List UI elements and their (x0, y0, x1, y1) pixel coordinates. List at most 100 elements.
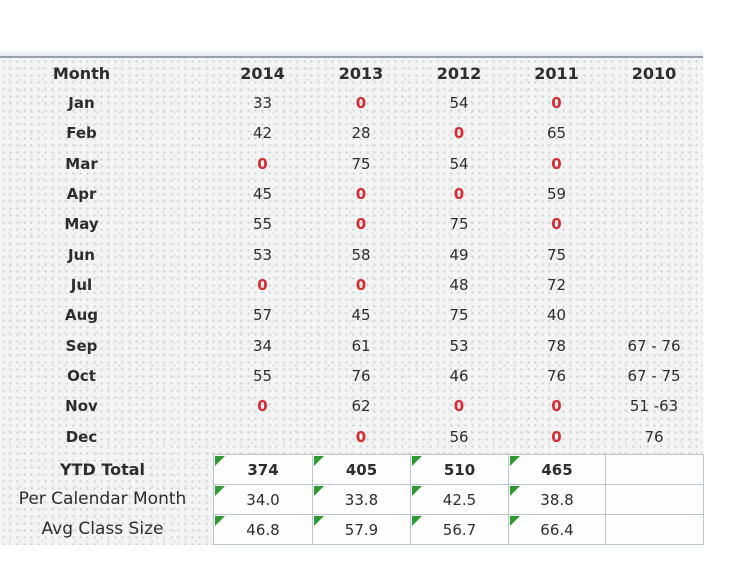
data-cell-jul-2014[interactable]: 0 (257, 276, 268, 295)
data-cell-jul-2010[interactable] (605, 270, 703, 300)
data-cell-jun-2013[interactable]: 58 (351, 245, 371, 264)
data-cell-may-2014[interactable]: 55 (252, 215, 273, 234)
row-label-jun[interactable]: Jun (68, 245, 95, 264)
row-label-jul[interactable]: Jul (70, 276, 93, 295)
data-cell-mar-2012[interactable]: 54 (449, 154, 469, 173)
summary-label-avg-class-size: Avg Class Size (41, 519, 164, 539)
row-label-oct[interactable]: Oct (67, 367, 96, 386)
data-cell-may-2013[interactable]: 0 (355, 215, 367, 234)
summary-cell-ytd-2013[interactable]: 405 (312, 454, 410, 484)
data-cell-mar-2013[interactable]: 75 (351, 154, 371, 173)
data-cell-sep-2011[interactable]: 78 (546, 336, 567, 355)
data-cell-dec-2012[interactable]: 56 (449, 427, 469, 446)
data-cell-jan-2012[interactable]: 54 (449, 94, 469, 113)
data-cell-oct-2012[interactable]: 46 (449, 367, 469, 386)
data-cell-nov-2014[interactable]: 0 (257, 397, 268, 416)
summary-cell-acs-2012[interactable]: 56.7 (410, 514, 508, 544)
data-cell-jun-2012[interactable]: 49 (449, 245, 469, 264)
row-label-jan[interactable]: Jan (68, 94, 95, 113)
data-cell-mar-2014[interactable]: 0 (257, 154, 268, 173)
summary-cell-ytd-2011[interactable]: 465 (508, 454, 605, 484)
data-cell-apr-2013[interactable]: 0 (355, 185, 367, 204)
summary-cell-ytd-2012[interactable]: 510 (410, 454, 508, 484)
summary-cell-pcm-2014[interactable]: 34.0 (213, 484, 312, 514)
row-label-sep[interactable]: Sep (65, 336, 98, 355)
data-cell-dec-2013[interactable]: 0 (355, 427, 367, 446)
data-cell-oct-2010[interactable]: 67 - 75 (627, 367, 681, 386)
data-cell-may-2012[interactable]: 75 (449, 215, 469, 234)
data-cell-nov-2012[interactable]: 0 (453, 397, 465, 416)
data-cell-dec-2011[interactable]: 0 (551, 427, 562, 446)
data-cell-sep-2013[interactable]: 61 (351, 336, 371, 355)
data-cell-sep-2010[interactable]: 67 - 76 (627, 336, 681, 355)
cell-corner-flag-icon (510, 486, 520, 496)
data-cell-jan-2013[interactable]: 0 (355, 94, 367, 113)
summary-cell-acs-2013[interactable]: 57.9 (312, 514, 410, 544)
col-header-2013[interactable]: 2013 (338, 63, 384, 83)
col-header-2010[interactable]: 2010 (631, 63, 677, 83)
data-cell-nov-2010[interactable]: 51 -63 (629, 397, 679, 416)
data-cell-jul-2012[interactable]: 48 (449, 276, 469, 295)
data-cell-jan-2014[interactable]: 33 (252, 94, 273, 113)
col-header-month[interactable]: Month (52, 63, 111, 83)
summary-cell-ytd-2014[interactable]: 374 (213, 454, 312, 484)
row-label-may[interactable]: May (64, 215, 99, 234)
summary-cell-acs-2014[interactable]: 46.8 (213, 514, 312, 544)
data-cell-dec-2010[interactable]: 76 (644, 427, 664, 446)
data-cell-oct-2013[interactable]: 76 (351, 367, 371, 386)
data-cell-jun-2014[interactable]: 53 (252, 245, 273, 264)
data-cell-aug-2014[interactable]: 57 (252, 306, 273, 325)
attendance-sheet: Month 2014 2013 2012 2011 2010 Jan 33 0 … (0, 58, 704, 545)
data-cell-oct-2014[interactable]: 55 (252, 367, 273, 386)
summary-cell-acs-2011[interactable]: 66.4 (508, 514, 605, 544)
summary-cell-pcm-2011[interactable]: 38.8 (508, 484, 605, 514)
cell-corner-flag-icon (215, 486, 225, 496)
summary-cell-pcm-2013[interactable]: 33.8 (312, 484, 410, 514)
data-cell-feb-2013[interactable]: 28 (351, 124, 371, 143)
summary-grid: 374 405 510 465 34.0 33.8 42.5 38.8 46.8… (213, 454, 704, 545)
col-header-2012[interactable]: 2012 (436, 63, 482, 83)
data-cell-jun-2011[interactable]: 75 (546, 245, 567, 264)
data-cell-nov-2013[interactable]: 62 (351, 397, 371, 416)
data-cell-may-2010[interactable] (605, 209, 703, 239)
data-cell-jan-2010[interactable] (605, 88, 703, 118)
row-label-aug[interactable]: Aug (64, 306, 99, 325)
data-cell-may-2011[interactable]: 0 (551, 215, 562, 234)
data-cell-aug-2011[interactable]: 40 (546, 306, 567, 325)
row-label-feb[interactable]: Feb (66, 124, 97, 143)
header-gradient (0, 48, 703, 56)
data-cell-jun-2010[interactable] (605, 240, 703, 270)
summary-cell-pcm-2012[interactable]: 42.5 (410, 484, 508, 514)
row-label-apr[interactable]: Apr (66, 185, 97, 204)
summary-cell-acs-2010[interactable] (605, 514, 703, 544)
data-cell-apr-2012[interactable]: 0 (453, 185, 465, 204)
data-cell-jul-2011[interactable]: 72 (546, 276, 567, 295)
data-cell-nov-2011[interactable]: 0 (551, 397, 562, 416)
data-cell-aug-2012[interactable]: 75 (449, 306, 469, 325)
data-cell-mar-2011[interactable]: 0 (551, 154, 562, 173)
data-cell-feb-2012[interactable]: 0 (453, 124, 465, 143)
summary-cell-ytd-2010[interactable] (605, 454, 703, 484)
row-label-dec[interactable]: Dec (65, 427, 98, 446)
row-label-mar[interactable]: Mar (65, 154, 98, 173)
data-cell-dec-2014[interactable] (213, 422, 312, 452)
data-cell-aug-2013[interactable]: 45 (351, 306, 371, 325)
data-cell-jul-2013[interactable]: 0 (355, 276, 367, 295)
col-header-2011[interactable]: 2011 (534, 63, 579, 83)
data-cell-feb-2011[interactable]: 65 (546, 124, 567, 143)
data-cell-mar-2010[interactable] (605, 149, 703, 179)
data-cell-aug-2010[interactable] (605, 300, 703, 330)
col-header-2014[interactable]: 2014 (240, 63, 285, 83)
data-cell-apr-2014[interactable]: 45 (252, 185, 273, 204)
data-cell-feb-2014[interactable]: 42 (252, 124, 273, 143)
data-cell-sep-2014[interactable]: 34 (252, 336, 273, 355)
data-cell-oct-2011[interactable]: 76 (546, 367, 567, 386)
data-cell-feb-2010[interactable] (605, 118, 703, 148)
data-cell-sep-2012[interactable]: 53 (449, 336, 469, 355)
data-cell-apr-2010[interactable] (605, 179, 703, 209)
row-label-nov[interactable]: Nov (65, 397, 98, 416)
data-cell-apr-2011[interactable]: 59 (546, 185, 567, 204)
data-cell-jan-2011[interactable]: 0 (551, 94, 562, 113)
summary-cell-pcm-2010[interactable] (605, 484, 703, 514)
summary-label-per-calendar-month: Per Calendar Month (18, 489, 187, 509)
